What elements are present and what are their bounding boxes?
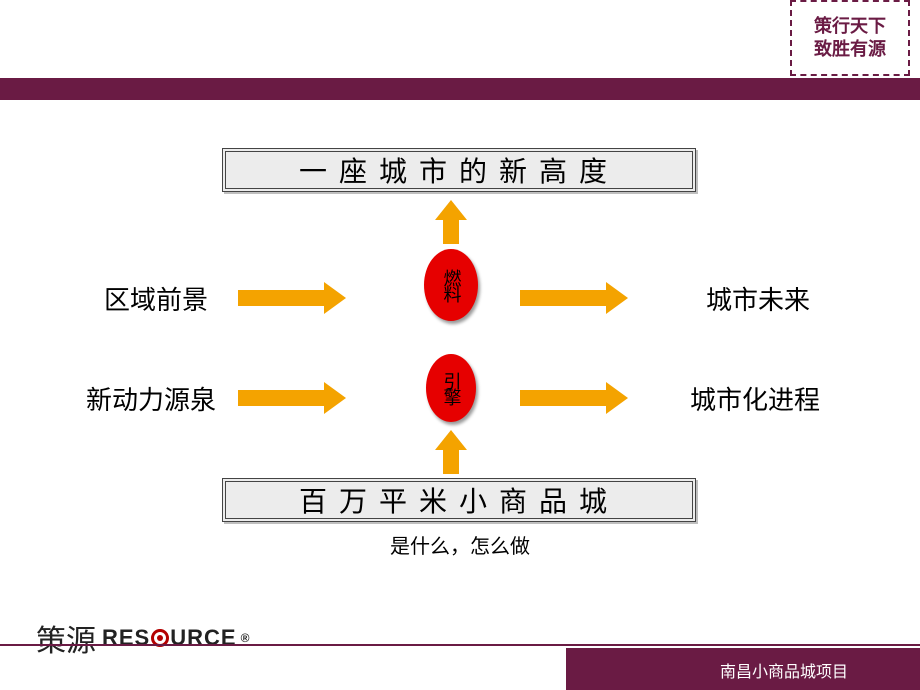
logo: 策源 RES URCE ® (36, 616, 250, 660)
left-label-2: 新动力源泉 (86, 380, 216, 417)
right-label-1: 城市未来 (706, 280, 810, 317)
arrow-h-1 (238, 282, 346, 314)
ellipse-fuel-text: 燃料 (442, 269, 461, 301)
logo-en: RES URCE ® (102, 625, 250, 651)
arrow-h-3 (238, 382, 346, 414)
ellipse-fuel: 燃料 (424, 249, 478, 321)
left-label-1: 区域前景 (104, 280, 208, 317)
top-title-box: 一座城市的新高度 (222, 148, 696, 192)
diagram: 一座城市的新高度 百万平米小商品城 是什么，怎么做 区域前景 新动力源泉 城市未… (0, 0, 920, 600)
arrow-v-1 (435, 200, 467, 244)
footer-label: 南昌小商品城项目 (720, 658, 848, 682)
bottom-title-box: 百万平米小商品城 (222, 478, 696, 522)
arrow-v-2 (435, 430, 467, 474)
top-title-text: 一座城市的新高度 (299, 150, 619, 190)
right-label-2: 城市化进程 (690, 380, 820, 417)
footer-line (0, 644, 920, 646)
ellipse-engine: 引擎 (426, 354, 476, 422)
arrow-h-4 (520, 382, 628, 414)
bottom-title-text: 百万平米小商品城 (299, 480, 619, 520)
sub-caption: 是什么，怎么做 (0, 530, 920, 559)
logo-cn: 策源 (36, 616, 96, 660)
ellipse-engine-text: 引擎 (442, 372, 461, 404)
arrow-h-2 (520, 282, 628, 314)
